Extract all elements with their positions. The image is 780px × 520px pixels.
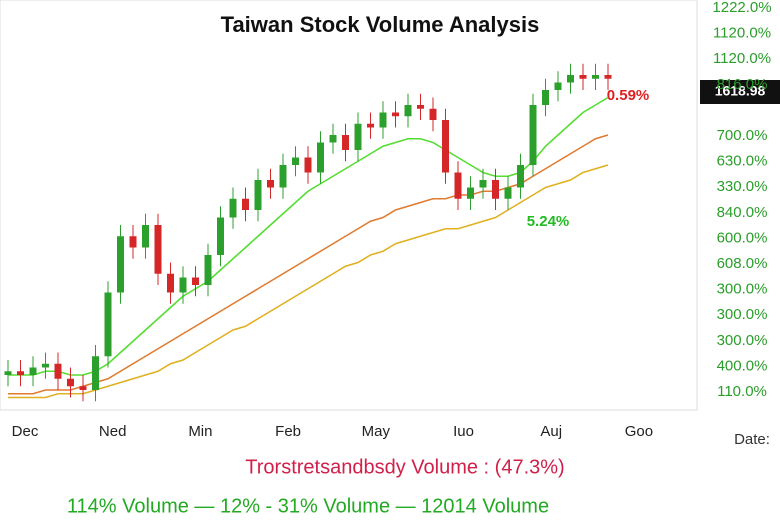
y-tick-label: 330.0% bbox=[717, 178, 768, 195]
candle-body bbox=[4, 371, 12, 375]
x-tick-label: Iuo bbox=[453, 423, 474, 440]
candle-body bbox=[29, 367, 37, 375]
candle-body bbox=[154, 225, 162, 274]
candle-body bbox=[492, 180, 499, 199]
legend-line: Trorstretsandbsdy Volume : (47.3%) bbox=[245, 456, 564, 478]
candle-body bbox=[429, 108, 437, 120]
x-tick-label: May bbox=[362, 423, 391, 440]
candle-body bbox=[442, 120, 449, 173]
annotation: 5.24% bbox=[527, 213, 570, 230]
candle-body bbox=[142, 225, 149, 248]
candle-body bbox=[567, 75, 574, 83]
candle-body bbox=[479, 180, 487, 188]
candle-body bbox=[542, 90, 549, 105]
y-tick-label: 300.0% bbox=[717, 332, 768, 349]
candle-body bbox=[217, 217, 224, 255]
candle-body bbox=[304, 157, 312, 173]
candle-body bbox=[454, 172, 462, 199]
y-tick-label: 840.0% bbox=[717, 204, 768, 221]
candle-body bbox=[42, 363, 49, 368]
x-tick-label: Feb bbox=[275, 423, 301, 440]
price-badge-bg bbox=[700, 80, 780, 104]
y-tick-label: 630.0% bbox=[717, 153, 768, 170]
candle-body bbox=[79, 386, 87, 390]
candle-body bbox=[529, 105, 537, 165]
annotation: 0.59% bbox=[607, 87, 650, 104]
candle-body bbox=[467, 187, 474, 199]
candle-body bbox=[404, 105, 412, 117]
candle-body bbox=[117, 236, 124, 293]
candle-body bbox=[579, 75, 587, 79]
candle-body bbox=[392, 112, 399, 117]
y-tick-label: 1120.0% bbox=[713, 25, 771, 42]
candle-body bbox=[54, 363, 62, 379]
x-tick-label: Dec bbox=[12, 423, 39, 440]
candle-body bbox=[354, 123, 362, 150]
y-tick-label: 600.0% bbox=[717, 229, 768, 246]
candle-body bbox=[317, 142, 324, 173]
candle-body bbox=[342, 135, 349, 150]
candle-body bbox=[267, 180, 274, 188]
candle-body bbox=[604, 75, 612, 79]
candle-body bbox=[242, 198, 249, 210]
candle-body bbox=[517, 165, 524, 188]
candle-body bbox=[504, 187, 512, 199]
chart-title: Taiwan Stock Volume Analysis bbox=[221, 12, 540, 37]
y-tick-label: 700.0% bbox=[717, 127, 768, 144]
candle-body bbox=[104, 292, 112, 357]
x-tick-label: Min bbox=[188, 423, 212, 440]
legend-line: 114% Volume — 12% - 31% Volume — 12014 V… bbox=[67, 495, 549, 517]
candle-body bbox=[129, 236, 137, 248]
candle-body bbox=[179, 277, 187, 293]
candle-body bbox=[204, 255, 212, 285]
candle-body bbox=[379, 112, 387, 128]
candle-body bbox=[92, 356, 99, 390]
candle-body bbox=[592, 75, 599, 79]
y-tick-label: 400.0% bbox=[717, 357, 768, 374]
candle-body bbox=[192, 277, 199, 285]
price-badge: 1618.98 bbox=[715, 83, 766, 99]
y-tick-label: 1222.0% bbox=[712, 0, 771, 16]
plot-frame bbox=[0, 0, 698, 411]
candle-body bbox=[167, 273, 174, 293]
candle-body bbox=[254, 180, 262, 210]
candle-body bbox=[554, 82, 562, 90]
candle-body bbox=[367, 123, 374, 128]
y-tick-label: 816.0% bbox=[717, 76, 768, 93]
candle-body bbox=[67, 378, 74, 387]
y-tick-label: 110.0% bbox=[717, 383, 767, 400]
y-tick-label: 1120.0% bbox=[713, 50, 771, 67]
candle-body bbox=[292, 157, 299, 165]
candle-body bbox=[17, 371, 24, 375]
x-tick-label: Goo bbox=[625, 423, 653, 440]
candle-body bbox=[417, 105, 424, 109]
line-series bbox=[8, 96, 609, 376]
candle-body bbox=[229, 198, 237, 218]
y-tick-label: 608.0% bbox=[717, 255, 768, 272]
y-tick-label: 300.0% bbox=[717, 281, 768, 298]
x-tick-label: Ned bbox=[99, 423, 127, 440]
candle-body bbox=[329, 135, 337, 143]
candle-body bbox=[279, 165, 287, 188]
x-axis-label: Date: bbox=[734, 431, 770, 448]
x-tick-label: Auj bbox=[540, 423, 562, 440]
y-tick-label: 300.0% bbox=[717, 306, 768, 323]
